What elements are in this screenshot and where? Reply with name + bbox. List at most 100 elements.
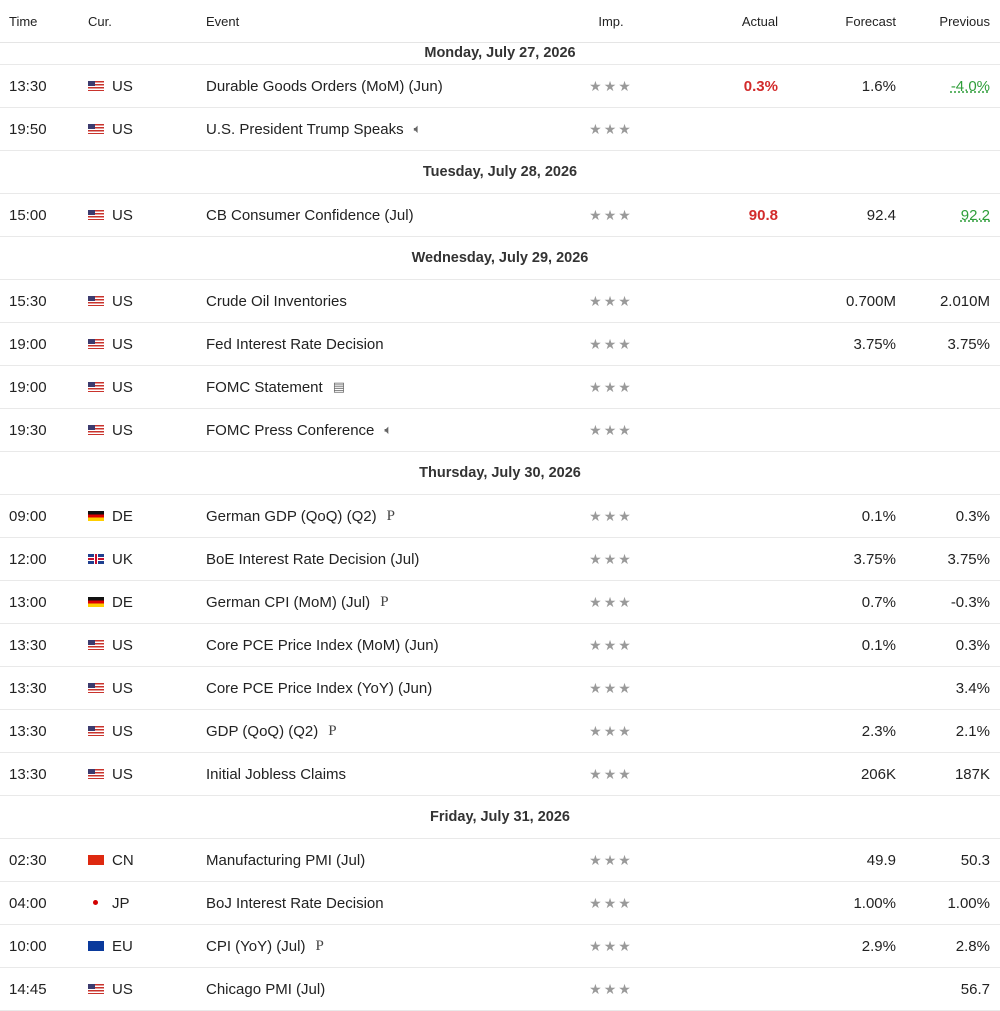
header-previous[interactable]: Previous xyxy=(939,13,990,29)
event-cell[interactable]: Core PCE Price Index (MoM) (Jun) xyxy=(206,637,556,654)
currency-wrap: US xyxy=(88,78,206,95)
speaker-icon[interactable]: 🔈︎ xyxy=(413,121,422,136)
importance-cell: ★★★ xyxy=(556,551,666,568)
importance-stars-icon: ★★★ xyxy=(589,206,633,223)
forecast-value: 3.75% xyxy=(853,550,896,568)
importance-stars-icon: ★★★ xyxy=(589,378,633,395)
event-row[interactable]: 13:30 US Core PCE Price Index (YoY) (Jun) ★… xyxy=(0,667,1000,710)
event-name[interactable]: U.S. President Trump Speaks xyxy=(206,120,404,138)
event-name[interactable]: German GDP (QoQ) (Q2) xyxy=(206,507,377,525)
event-cell[interactable]: Core PCE Price Index (YoY) (Jun) xyxy=(206,680,556,697)
event-row[interactable]: 09:00 DE German GDP (QoQ) (Q2) P ★★★ 0.1% 0.3% xyxy=(0,495,1000,538)
previous-text[interactable]: -4.0% xyxy=(950,77,990,95)
importance-cell: ★★★ xyxy=(556,422,666,439)
event-name[interactable]: Initial Jobless Claims xyxy=(206,765,347,783)
header-time[interactable]: Time xyxy=(9,13,38,29)
importance-stars-icon: ★★★ xyxy=(589,120,633,137)
event-cell[interactable]: Fed Interest Rate Decision xyxy=(206,336,556,353)
event-currency: DE xyxy=(88,508,206,525)
event-cell[interactable]: Crude Oil Inventories xyxy=(206,293,556,310)
event-name[interactable]: FOMC Statement xyxy=(206,378,323,396)
event-row[interactable]: 15:00 US CB Consumer Confidence (Jul) ★★★ 90… xyxy=(0,194,1000,237)
document-icon[interactable]: ▤ xyxy=(332,379,345,394)
event-name[interactable]: Manufacturing PMI (Jul) xyxy=(206,851,366,869)
importance-cell: ★★★ xyxy=(556,207,666,224)
event-row[interactable]: 13:00 DE German CPI (MoM) (Jul) P ★★★ 0.7% -0.… xyxy=(0,581,1000,624)
forecast-value: 0.1% xyxy=(861,507,896,525)
event-row[interactable]: 15:30 US Crude Oil Inventories ★★★ 0.700M 2.0… xyxy=(0,280,1000,323)
previous-text: 0.3% xyxy=(955,636,990,654)
event-name[interactable]: Chicago PMI (Jul) xyxy=(206,980,326,998)
event-row[interactable]: 10:00 EU CPI (YoY) (Jul) P ★★★ 2.9% 2.8% xyxy=(0,925,1000,968)
event-name[interactable]: CPI (YoY) (Jul) xyxy=(206,937,306,955)
currency-wrap: US xyxy=(88,293,206,310)
event-name[interactable]: GDP (QoQ) (Q2) xyxy=(206,722,319,740)
speaker-icon[interactable]: 🔈︎ xyxy=(384,422,393,437)
event-cell[interactable]: Durable Goods Orders (MoM) (Jun) xyxy=(206,78,556,95)
header-forecast[interactable]: Forecast xyxy=(845,13,896,29)
flag-us-icon xyxy=(88,769,104,779)
currency-wrap: DE xyxy=(88,594,206,611)
flag-us-icon xyxy=(88,81,104,91)
previous-value: 3.75% xyxy=(896,551,1000,568)
event-cell[interactable]: CB Consumer Confidence (Jul) xyxy=(206,207,556,224)
importance-cell: ★★★ xyxy=(556,293,666,310)
event-row[interactable]: 13:30 US Core PCE Price Index (MoM) (Jun) ★… xyxy=(0,624,1000,667)
event-cell[interactable]: German CPI (MoM) (Jul) P xyxy=(206,594,556,611)
event-row[interactable]: 19:50 US U.S. President Trump Speaks 🔈︎ ★★★ xyxy=(0,108,1000,151)
previous-value[interactable]: 92.2 xyxy=(896,207,1000,224)
previous-value[interactable]: -4.0% xyxy=(896,78,1000,95)
event-name[interactable]: Durable Goods Orders (MoM) (Jun) xyxy=(206,77,443,95)
event-cell[interactable]: CPI (YoY) (Jul) P xyxy=(206,938,556,955)
event-row[interactable]: 04:00 JP BoJ Interest Rate Decision ★★★ 1.00… xyxy=(0,882,1000,925)
event-name[interactable]: CB Consumer Confidence (Jul) xyxy=(206,206,414,224)
header-currency[interactable]: Cur. xyxy=(88,13,112,29)
event-time: 13:30 xyxy=(9,77,47,95)
event-row[interactable]: 02:30 CN Manufacturing PMI (Jul) ★★★ 49.9 50.… xyxy=(0,839,1000,882)
event-name[interactable]: Core PCE Price Index (YoY) (Jun) xyxy=(206,679,433,697)
event-cell[interactable]: U.S. President Trump Speaks 🔈︎ xyxy=(206,121,556,138)
currency-wrap: US xyxy=(88,637,206,654)
event-cell[interactable]: German GDP (QoQ) (Q2) P xyxy=(206,508,556,525)
event-row[interactable]: 14:45 US Chicago PMI (Jul) ★★★ 56.7 xyxy=(0,968,1000,1011)
event-name[interactable]: FOMC Press Conference xyxy=(206,421,375,439)
event-name[interactable]: BoJ Interest Rate Decision xyxy=(206,894,384,912)
event-name[interactable]: BoE Interest Rate Decision (Jul) xyxy=(206,550,420,568)
event-row[interactable]: 19:30 US FOMC Press Conference 🔈︎ ★★★ xyxy=(0,409,1000,452)
event-cell[interactable]: FOMC Statement ▤ xyxy=(206,379,556,396)
event-cell[interactable]: GDP (QoQ) (Q2) P xyxy=(206,723,556,740)
event-cell[interactable]: BoJ Interest Rate Decision xyxy=(206,895,556,912)
importance-stars-icon: ★★★ xyxy=(589,851,633,868)
event-row[interactable]: 19:00 US Fed Interest Rate Decision ★★★ 3.75… xyxy=(0,323,1000,366)
event-row[interactable]: 19:00 US FOMC Statement ▤ ★★★ xyxy=(0,366,1000,409)
header-actual[interactable]: Actual xyxy=(741,13,778,29)
previous-text: 3.75% xyxy=(947,335,990,353)
event-name[interactable]: Fed Interest Rate Decision xyxy=(206,335,384,353)
forecast-value: 1.00% xyxy=(853,894,896,912)
currency-wrap: US xyxy=(88,207,206,224)
event-wrap: Core PCE Price Index (YoY) (Jun) xyxy=(206,680,556,697)
event-time: 02:30 xyxy=(9,851,47,869)
event-cell[interactable]: Initial Jobless Claims xyxy=(206,766,556,783)
event-row[interactable]: 13:30 US Durable Goods Orders (MoM) (Jun) ★… xyxy=(0,65,1000,108)
event-cell[interactable]: Chicago PMI (Jul) xyxy=(206,981,556,998)
event-row[interactable]: 13:30 US Initial Jobless Claims ★★★ 206K 187K xyxy=(0,753,1000,796)
event-row[interactable]: 13:30 US GDP (QoQ) (Q2) P ★★★ 2.3% 2.1% xyxy=(0,710,1000,753)
forecast-value: 92.4 xyxy=(866,206,896,224)
event-name[interactable]: German CPI (MoM) (Jul) xyxy=(206,593,371,611)
event-row[interactable]: 12:00 UK BoE Interest Rate Decision (Jul) ★… xyxy=(0,538,1000,581)
flag-us-icon xyxy=(88,296,104,306)
previous-text[interactable]: 92.2 xyxy=(960,206,990,224)
flag-us-icon xyxy=(88,210,104,220)
event-name[interactable]: Core PCE Price Index (MoM) (Jun) xyxy=(206,636,439,654)
event-name[interactable]: Crude Oil Inventories xyxy=(206,292,347,310)
forecast-value: 0.700M xyxy=(845,292,896,310)
event-cell[interactable]: Manufacturing PMI (Jul) xyxy=(206,852,556,869)
importance-stars-icon: ★★★ xyxy=(589,421,633,438)
header-event[interactable]: Event xyxy=(206,13,240,29)
event-cell[interactable]: FOMC Press Conference 🔈︎ xyxy=(206,422,556,439)
event-cell[interactable]: BoE Interest Rate Decision (Jul) xyxy=(206,551,556,568)
previous-text: 2.010M xyxy=(939,292,990,310)
header-importance[interactable]: Imp. xyxy=(598,13,624,29)
previous-value: 3.4% xyxy=(896,680,1000,697)
